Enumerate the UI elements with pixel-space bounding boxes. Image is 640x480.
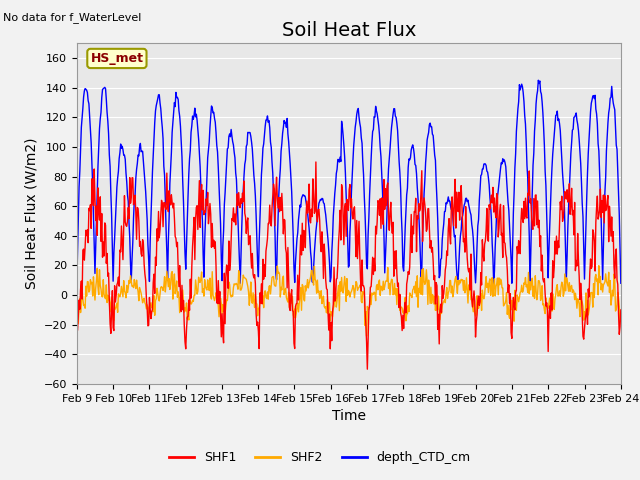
SHF2: [363, 333, 371, 339]
Line: SHF1: SHF1: [77, 162, 621, 369]
SHF2: [595, 263, 603, 269]
SHF2: [431, 307, 439, 313]
SHF1: [223, 262, 230, 268]
Text: HS_met: HS_met: [90, 52, 143, 65]
SHF2: [617, 316, 625, 322]
SHF1: [73, 304, 81, 310]
SHF2: [223, 297, 230, 303]
depth_CTD_cm: [194, 126, 202, 132]
Title: Soil Heat Flux: Soil Heat Flux: [282, 21, 416, 40]
Line: SHF2: SHF2: [77, 266, 621, 336]
SHF1: [433, 280, 440, 286]
depth_CTD_cm: [83, 87, 90, 93]
depth_CTD_cm: [139, 148, 147, 154]
SHF2: [416, 289, 424, 295]
Text: No data for f_WaterLevel: No data for f_WaterLevel: [3, 12, 141, 23]
depth_CTD_cm: [73, 280, 81, 286]
SHF2: [73, 324, 81, 330]
Line: depth_CTD_cm: depth_CTD_cm: [77, 80, 621, 283]
depth_CTD_cm: [223, 161, 230, 167]
depth_CTD_cm: [617, 280, 625, 286]
SHF2: [139, 300, 147, 306]
X-axis label: Time: Time: [332, 409, 366, 423]
SHF1: [417, 206, 424, 212]
SHF1: [312, 159, 320, 165]
SHF2: [83, 293, 90, 299]
depth_CTD_cm: [534, 77, 542, 83]
SHF1: [139, 237, 147, 242]
SHF1: [194, 227, 202, 232]
SHF2: [194, 288, 202, 294]
depth_CTD_cm: [415, 211, 422, 216]
SHF1: [83, 233, 90, 239]
SHF1: [364, 366, 371, 372]
Legend: SHF1, SHF2, depth_CTD_cm: SHF1, SHF2, depth_CTD_cm: [164, 446, 476, 469]
Y-axis label: Soil Heat Flux (W/m2): Soil Heat Flux (W/m2): [24, 138, 38, 289]
depth_CTD_cm: [431, 152, 438, 158]
SHF1: [617, 307, 625, 313]
